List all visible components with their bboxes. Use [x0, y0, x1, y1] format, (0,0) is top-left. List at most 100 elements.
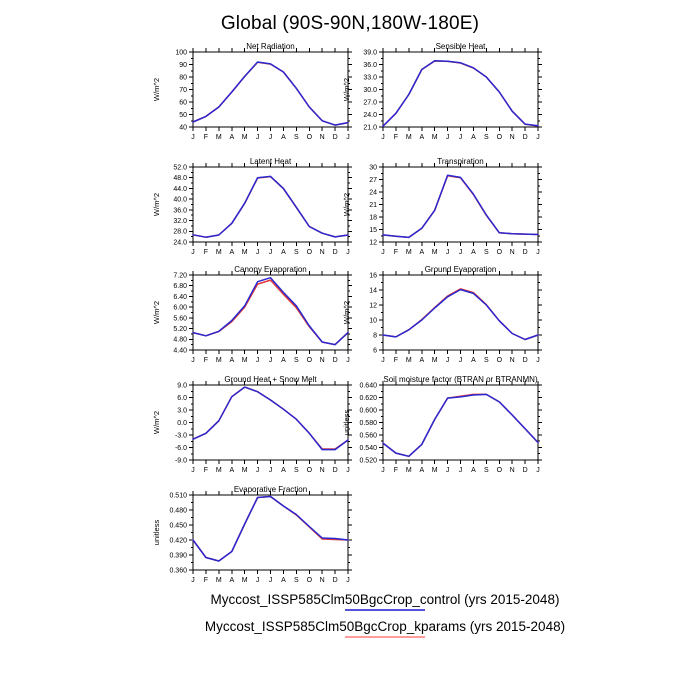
y-tick-label: 0.360 [169, 567, 187, 574]
x-tick-label: N [510, 134, 515, 141]
y-axis-label: W/m^2 [152, 78, 161, 101]
x-tick-label: J [446, 249, 450, 256]
series-line-control [192, 386, 349, 451]
chart-title: Ground Heat + Snow Melt [224, 375, 317, 384]
x-tick-label: J [256, 134, 260, 141]
x-tick-label: A [229, 134, 234, 141]
x-tick-label: A [281, 577, 286, 584]
y-tick-label: 5.60 [173, 315, 187, 322]
y-tick-label: 0.0 [177, 420, 187, 427]
chart-ground-evaporation: J F M A M J J A S O N D J 6 8 10 12 14 16 Ground Evaporatio… [335, 263, 550, 367]
x-tick-label: J [191, 134, 195, 141]
chart-evaporative-fraction: J F M A M J J A S O N D J 0.360 0.390 0.420 0.450 0.480 0.… [145, 483, 360, 587]
x-tick-label: N [320, 249, 325, 256]
y-tick-label: 0.560 [359, 432, 377, 439]
x-tick-label: J [256, 467, 260, 474]
x-tick-label: J [269, 134, 273, 141]
chart-title: Soil moisture factor (BTRAN or BTRANMN) [383, 375, 538, 384]
series-line-control [192, 276, 349, 346]
x-tick-label: O [497, 134, 503, 141]
chart-canvas: J F M A M J J A S O N D J0.3600.3900.4200.4500.4800.… [152, 485, 352, 584]
x-tick-label: J [346, 467, 350, 474]
x-tick-label: D [523, 357, 528, 364]
series-line-kparams [382, 393, 539, 458]
x-tick-label: M [216, 134, 222, 141]
x-tick-label: A [281, 134, 286, 141]
y-tick-label: 27 [369, 177, 377, 184]
x-tick-label: M [406, 249, 412, 256]
chart-title: Ground Evaporation [425, 265, 497, 274]
y-tick-label: 6.0 [177, 395, 187, 402]
chart-net-radiation: J F M A M J J A S O N D J 40 50 60 70 80 90 100 Net Radiatio… [145, 40, 360, 144]
y-tick-label: 0.520 [359, 457, 377, 464]
y-axis-label: unitless [152, 520, 161, 546]
x-tick-label: M [406, 357, 412, 364]
x-tick-label: D [333, 357, 338, 364]
y-tick-label: 28.0 [173, 229, 187, 236]
x-tick-label: F [394, 357, 398, 364]
x-tick-label: A [471, 249, 476, 256]
x-tick-label: A [281, 357, 286, 364]
y-tick-label: 6 [373, 347, 377, 354]
x-tick-label: J [191, 467, 195, 474]
y-tick-label: 50 [179, 112, 187, 119]
x-tick-label: S [294, 134, 299, 141]
y-tick-label: -9.0 [175, 457, 187, 464]
series-line-control [382, 288, 539, 341]
x-tick-label: O [307, 357, 313, 364]
plot-frame [382, 274, 539, 351]
x-tick-label: M [242, 249, 248, 256]
x-tick-label: M [406, 467, 412, 474]
x-tick-label: S [484, 134, 489, 141]
series-line-kparams [382, 175, 539, 239]
x-tick-label: A [229, 357, 234, 364]
series-line-control [192, 495, 349, 562]
x-tick-label: A [471, 357, 476, 364]
plot-frame [192, 166, 349, 243]
x-tick-label: J [346, 357, 350, 364]
y-tick-label: 80 [179, 74, 187, 81]
x-tick-label: J [381, 249, 385, 256]
legend-entry-kparams: Myccost_ISSP585Clm50BgcCrop_kparams (yrs… [150, 619, 620, 638]
y-tick-label: 0.480 [169, 507, 187, 514]
x-tick-label: A [419, 357, 424, 364]
x-tick-label: M [216, 577, 222, 584]
x-tick-label: M [242, 577, 248, 584]
y-tick-label: 44.0 [173, 186, 187, 193]
x-tick-label: A [471, 467, 476, 474]
legend: Myccost_ISSP585Clm50BgcCrop_control (yrs… [150, 592, 620, 646]
x-tick-label: D [333, 577, 338, 584]
chart-canvas: J F M A M J J A S O N D J-9.0-6.0-3.00.03.06.09.0Gro… [152, 375, 352, 474]
x-tick-label: J [346, 134, 350, 141]
y-tick-label: 3.0 [177, 407, 187, 414]
x-tick-label: M [432, 357, 438, 364]
chart-title: Transpiration [437, 157, 483, 166]
x-tick-label: S [484, 249, 489, 256]
x-tick-label: J [346, 577, 350, 584]
x-tick-label: F [394, 249, 398, 256]
x-tick-label: O [307, 467, 313, 474]
x-tick-label: F [204, 357, 208, 364]
x-tick-label: J [536, 134, 540, 141]
y-tick-label: 0.640 [359, 382, 377, 389]
y-axis-label: unitless [342, 410, 351, 436]
y-tick-label: 39.0 [363, 49, 377, 56]
chart-transpiration: J F M A M J J A S O N D J 12 15 18 21 24 27 30 Transpiration… [335, 155, 550, 259]
x-tick-label: A [229, 467, 234, 474]
plot-frame [192, 274, 349, 351]
x-tick-label: J [269, 249, 273, 256]
y-tick-label: 0.620 [359, 395, 377, 402]
chart-ground-heat-snow-melt: J F M A M J J A S O N D J -9.0 -6.0 -3.0 0.0 3.0 6.0 9.0 Gro… [145, 373, 360, 477]
chart-title: Evaporative Fraction [234, 485, 307, 494]
y-tick-label: 33.0 [363, 74, 377, 81]
y-tick-label: 0.450 [169, 522, 187, 529]
y-tick-label: 40 [179, 124, 187, 131]
y-tick-label: 12 [369, 239, 377, 246]
y-tick-label: 100 [175, 49, 187, 56]
y-tick-label: 90 [179, 62, 187, 69]
x-tick-label: D [523, 249, 528, 256]
x-tick-label: N [510, 249, 515, 256]
x-tick-label: M [406, 134, 412, 141]
y-tick-label: 8 [373, 332, 377, 339]
x-tick-label: J [191, 577, 195, 584]
